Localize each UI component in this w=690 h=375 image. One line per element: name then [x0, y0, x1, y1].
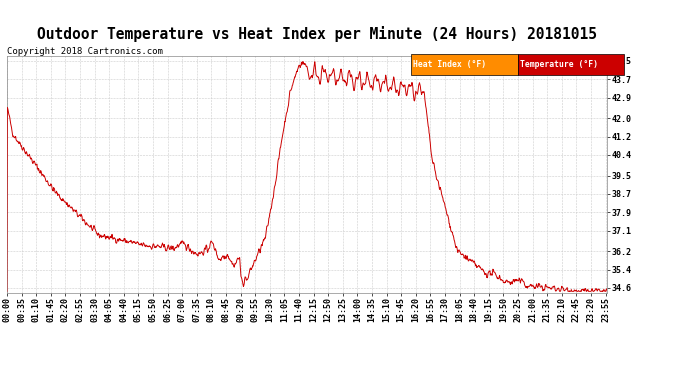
Text: Outdoor Temperature vs Heat Index per Minute (24 Hours) 20181015: Outdoor Temperature vs Heat Index per Mi…	[37, 26, 598, 42]
Text: Copyright 2018 Cartronics.com: Copyright 2018 Cartronics.com	[7, 47, 163, 56]
Text: Heat Index (°F): Heat Index (°F)	[413, 60, 486, 69]
Text: Temperature (°F): Temperature (°F)	[520, 60, 598, 69]
